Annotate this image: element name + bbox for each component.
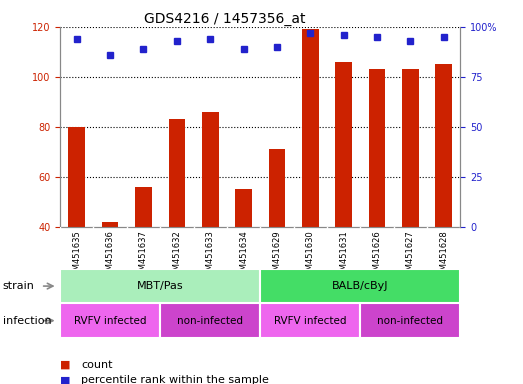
Text: non-infected: non-infected <box>177 316 243 326</box>
Text: infection: infection <box>3 316 51 326</box>
Bar <box>60 269 260 303</box>
Text: GSM451627: GSM451627 <box>406 230 415 281</box>
Bar <box>302 30 319 227</box>
Text: GDS4216 / 1457356_at: GDS4216 / 1457356_at <box>144 12 305 25</box>
Text: GSM451634: GSM451634 <box>239 230 248 281</box>
Text: GSM451628: GSM451628 <box>439 230 448 281</box>
Text: count: count <box>81 360 112 370</box>
Bar <box>360 303 460 338</box>
Text: ■: ■ <box>60 375 71 384</box>
Bar <box>202 112 219 227</box>
Text: MBT/Pas: MBT/Pas <box>137 281 184 291</box>
Text: GSM451633: GSM451633 <box>206 230 214 281</box>
Text: RVFV infected: RVFV infected <box>74 316 146 326</box>
Text: ■: ■ <box>60 360 71 370</box>
Text: RVFV infected: RVFV infected <box>274 316 346 326</box>
Bar <box>160 303 260 338</box>
Text: GSM451626: GSM451626 <box>372 230 381 281</box>
Text: GSM451632: GSM451632 <box>173 230 181 281</box>
Text: GSM451630: GSM451630 <box>306 230 315 281</box>
Bar <box>60 303 160 338</box>
Text: GSM451635: GSM451635 <box>72 230 81 281</box>
Bar <box>335 62 352 227</box>
Bar <box>235 189 252 227</box>
Bar <box>435 64 452 227</box>
Bar <box>135 187 152 227</box>
Text: GSM451631: GSM451631 <box>339 230 348 281</box>
Text: GSM451637: GSM451637 <box>139 230 148 281</box>
Bar <box>260 269 460 303</box>
Bar <box>168 119 185 227</box>
Bar <box>69 127 85 227</box>
Bar <box>402 70 418 227</box>
Bar <box>102 222 119 227</box>
Bar <box>369 70 385 227</box>
Bar <box>268 149 285 227</box>
Text: percentile rank within the sample: percentile rank within the sample <box>81 375 269 384</box>
Bar <box>260 303 360 338</box>
Text: BALB/cByJ: BALB/cByJ <box>332 281 389 291</box>
Text: GSM451636: GSM451636 <box>106 230 115 281</box>
Text: non-infected: non-infected <box>377 316 443 326</box>
Text: GSM451629: GSM451629 <box>272 230 281 281</box>
Text: strain: strain <box>3 281 35 291</box>
